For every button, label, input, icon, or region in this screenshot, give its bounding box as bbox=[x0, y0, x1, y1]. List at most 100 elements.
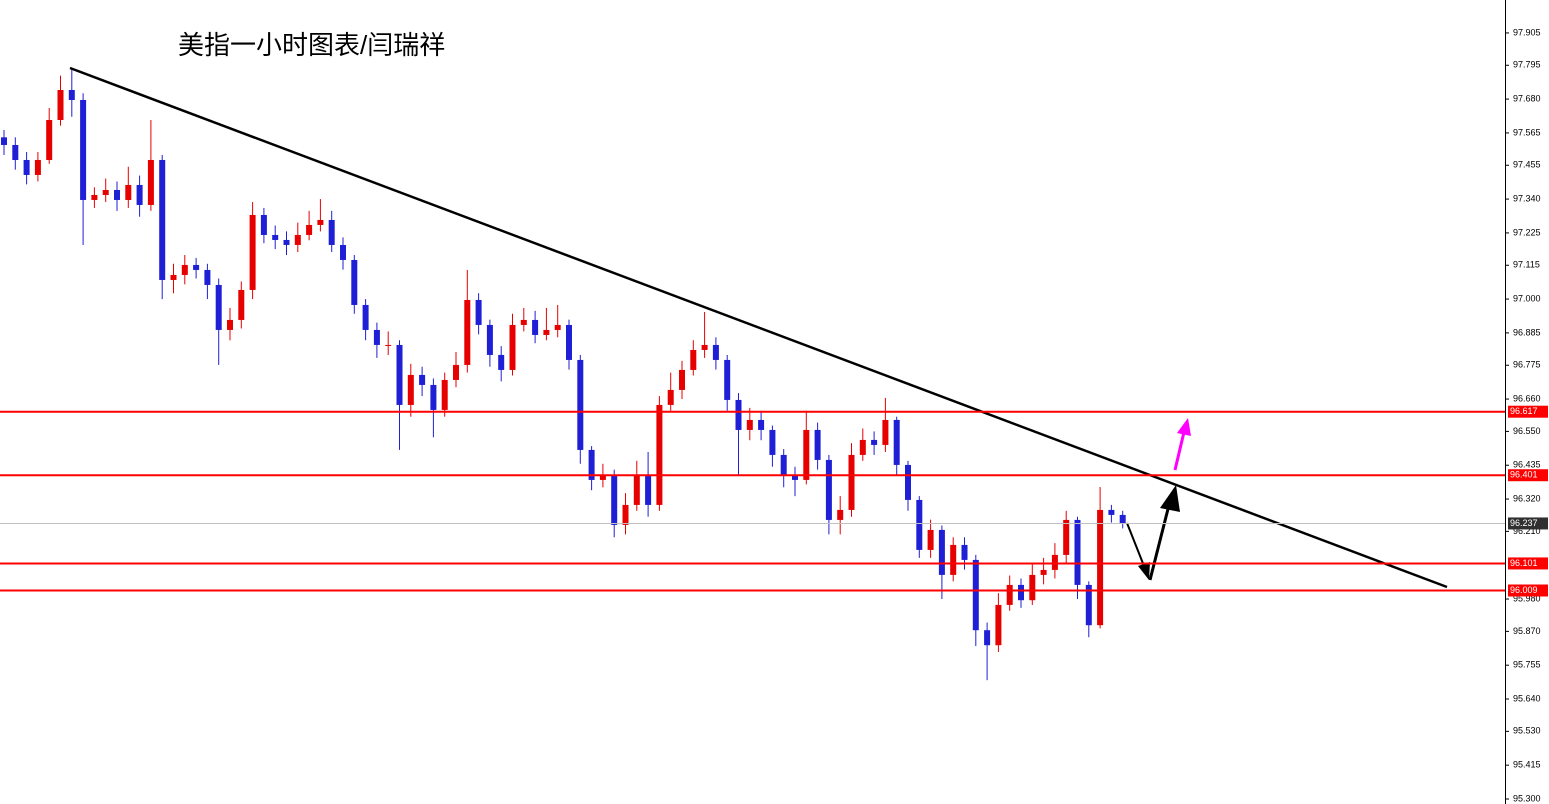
candle-body bbox=[938, 529, 945, 575]
candle-body bbox=[656, 404, 663, 505]
arrow bbox=[1148, 504, 1171, 581]
y-tick-label: 96.775 bbox=[1513, 360, 1541, 370]
candle-body bbox=[193, 264, 200, 270]
candle-body bbox=[181, 264, 188, 275]
y-tick-label: 97.565 bbox=[1513, 127, 1541, 137]
arrow-head bbox=[1177, 418, 1191, 436]
candle-body bbox=[780, 454, 787, 475]
candle-body bbox=[633, 474, 640, 505]
y-tick-label: 97.905 bbox=[1513, 27, 1541, 37]
candle-body bbox=[419, 374, 426, 385]
y-tick-label: 95.530 bbox=[1513, 726, 1541, 736]
candle-body bbox=[950, 544, 957, 575]
candle-body bbox=[340, 244, 346, 260]
candle-body bbox=[396, 344, 403, 405]
price-label: 96.101 bbox=[1510, 558, 1538, 568]
candle-body bbox=[645, 474, 652, 505]
y-tick-label: 95.870 bbox=[1513, 626, 1541, 636]
candle-body bbox=[215, 284, 222, 330]
candle-body bbox=[735, 399, 742, 430]
candle-body bbox=[351, 259, 358, 305]
candle-body bbox=[328, 219, 335, 245]
price-label-bg bbox=[1508, 584, 1548, 597]
candle-body bbox=[972, 559, 979, 631]
candle-body bbox=[543, 329, 550, 335]
candle-body bbox=[475, 299, 482, 325]
price-label-bg bbox=[1508, 557, 1548, 570]
y-tick-label: 96.660 bbox=[1513, 393, 1541, 403]
candle-body bbox=[238, 289, 245, 320]
arrow-head bbox=[1138, 562, 1150, 580]
candle-body bbox=[859, 439, 866, 455]
candle-body bbox=[385, 344, 392, 346]
candle-body bbox=[577, 359, 584, 450]
y-tick-label: 96.885 bbox=[1513, 327, 1541, 337]
candle-body bbox=[68, 89, 75, 100]
candle-body bbox=[114, 189, 120, 200]
candle-body bbox=[498, 354, 505, 370]
candle-body bbox=[1006, 584, 1013, 605]
y-tick-label: 97.000 bbox=[1513, 293, 1541, 303]
candle-body bbox=[848, 454, 855, 510]
candle-body bbox=[984, 630, 991, 646]
candle-body bbox=[260, 214, 267, 235]
y-tick-label: 96.435 bbox=[1513, 460, 1541, 470]
arrow-head bbox=[1160, 485, 1180, 512]
candle-body bbox=[882, 419, 889, 445]
candle-body bbox=[814, 429, 821, 460]
candle-body bbox=[1074, 519, 1081, 585]
candle-body bbox=[272, 234, 279, 240]
candle-body bbox=[430, 384, 437, 410]
candle-body bbox=[690, 349, 697, 370]
candle-body bbox=[679, 369, 685, 390]
y-tick-label: 97.115 bbox=[1513, 260, 1540, 270]
candle-body bbox=[724, 359, 731, 400]
candle-body bbox=[46, 119, 53, 160]
candle-body bbox=[441, 379, 448, 410]
candle-body bbox=[803, 429, 810, 480]
candle-body bbox=[769, 429, 776, 455]
candle-body bbox=[159, 159, 166, 280]
y-tick-label: 97.795 bbox=[1513, 60, 1541, 70]
candle-body bbox=[701, 344, 708, 350]
y-tick-label: 95.755 bbox=[1513, 660, 1541, 670]
y-tick-label: 95.980 bbox=[1513, 593, 1541, 603]
candle-body bbox=[23, 159, 30, 175]
arrow bbox=[1173, 431, 1186, 471]
price-label-bg bbox=[1508, 469, 1548, 482]
candle-body bbox=[509, 324, 516, 370]
candle-body bbox=[1040, 569, 1047, 575]
y-tick-label: 97.680 bbox=[1513, 93, 1541, 103]
candle-body bbox=[80, 99, 87, 200]
candle-body bbox=[227, 319, 233, 330]
candle-body bbox=[464, 299, 471, 365]
candle-body bbox=[746, 419, 753, 430]
candle-body bbox=[588, 449, 595, 480]
candle-body bbox=[57, 89, 64, 120]
price-label-bg bbox=[1508, 517, 1548, 530]
candle-body bbox=[825, 459, 832, 520]
candle-body bbox=[1018, 584, 1024, 601]
candle-body bbox=[961, 544, 968, 560]
candle-body bbox=[667, 389, 674, 405]
candle-body bbox=[1029, 574, 1036, 601]
candle-body bbox=[294, 234, 301, 245]
candle-body bbox=[1, 137, 7, 145]
candle-body bbox=[283, 239, 290, 245]
candle-body bbox=[758, 419, 765, 430]
candle-body bbox=[102, 189, 109, 195]
candle-body bbox=[453, 364, 459, 380]
candle-body bbox=[249, 214, 256, 290]
candle-body bbox=[893, 419, 900, 465]
candle-body bbox=[317, 219, 324, 225]
candle-body bbox=[91, 194, 98, 200]
trend-line bbox=[69, 66, 1448, 589]
candle-body bbox=[1063, 519, 1070, 555]
candle-body bbox=[486, 324, 493, 355]
candle-body bbox=[712, 344, 719, 360]
y-tick-label: 95.415 bbox=[1513, 760, 1541, 770]
y-tick-label: 96.550 bbox=[1513, 426, 1541, 436]
y-tick-label: 96.210 bbox=[1513, 526, 1541, 536]
y-tick-label: 95.640 bbox=[1513, 693, 1541, 703]
